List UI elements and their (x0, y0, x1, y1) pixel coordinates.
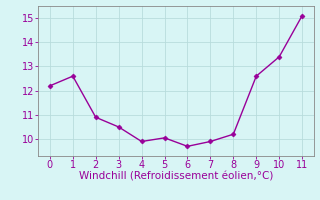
X-axis label: Windchill (Refroidissement éolien,°C): Windchill (Refroidissement éolien,°C) (79, 172, 273, 182)
